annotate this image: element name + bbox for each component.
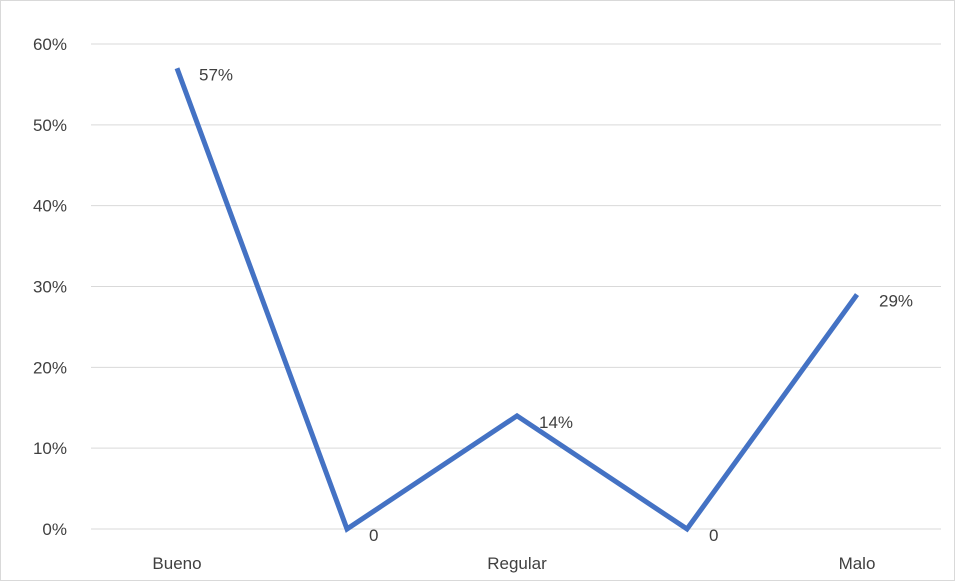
x-tick-label: Regular	[487, 554, 547, 573]
y-tick-label: 50%	[33, 116, 67, 135]
data-label: 0	[369, 526, 378, 545]
data-label: 29%	[879, 292, 913, 311]
series-line	[174, 67, 860, 533]
data-label: 57%	[199, 65, 233, 84]
y-tick-label: 60%	[33, 35, 67, 54]
data-label: 0	[709, 526, 718, 545]
y-tick-label: 0%	[42, 520, 67, 539]
x-tick-label: Malo	[839, 554, 876, 573]
y-tick-label: 20%	[33, 358, 67, 377]
y-tick-label: 40%	[33, 197, 67, 216]
data-label: 14%	[539, 413, 573, 432]
y-tick-label: 30%	[33, 278, 67, 297]
y-tick-label: 10%	[33, 439, 67, 458]
x-tick-label: Bueno	[152, 554, 201, 573]
